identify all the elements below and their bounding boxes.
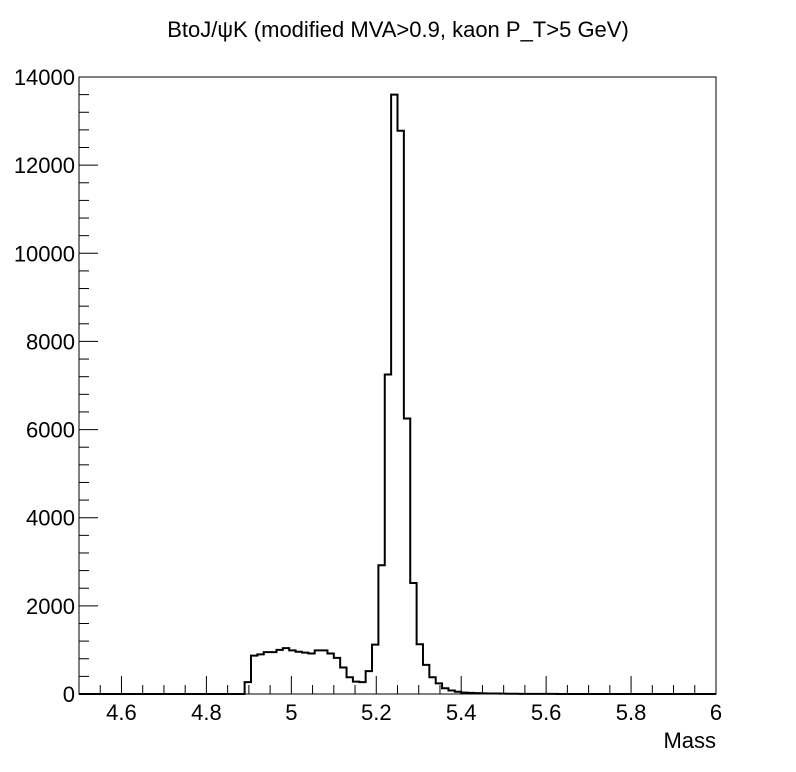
x-tick-label: 5.8 bbox=[616, 700, 647, 725]
histogram-line bbox=[79, 93, 716, 695]
y-tick-label: 0 bbox=[63, 682, 75, 707]
x-tick-label: 6 bbox=[710, 700, 722, 725]
plot-frame bbox=[78, 76, 717, 695]
x-tick-label: 5 bbox=[285, 700, 297, 725]
y-tick-label: 2000 bbox=[26, 594, 75, 619]
x-tick-label: 4.6 bbox=[106, 700, 137, 725]
y-axis-ticks bbox=[79, 76, 98, 695]
y-tick-label: 6000 bbox=[26, 418, 75, 443]
y-tick-label: 8000 bbox=[26, 329, 75, 354]
y-tick-label: 10000 bbox=[14, 241, 75, 266]
y-tick-label: 14000 bbox=[14, 65, 75, 90]
y-axis-tick-labels: 0 2000 4000 6000 8000 10000 12000 14000 bbox=[14, 65, 75, 707]
x-tick-label: 5.4 bbox=[446, 700, 477, 725]
y-tick-label: 12000 bbox=[14, 153, 75, 178]
x-axis-tick-labels: 4.6 4.8 5 5.2 5.4 5.6 5.8 6 bbox=[106, 700, 722, 725]
chart-title: BtoJ/ψK (modified MVA>0.9, kaon P_T>5 Ge… bbox=[167, 17, 629, 42]
x-tick-label: 5.6 bbox=[531, 700, 562, 725]
x-tick-label: 5.2 bbox=[361, 700, 392, 725]
x-tick-label: 4.8 bbox=[191, 700, 222, 725]
y-tick-label: 4000 bbox=[26, 506, 75, 531]
x-axis-label: Mass bbox=[663, 728, 716, 753]
x-axis-ticks bbox=[78, 676, 717, 694]
